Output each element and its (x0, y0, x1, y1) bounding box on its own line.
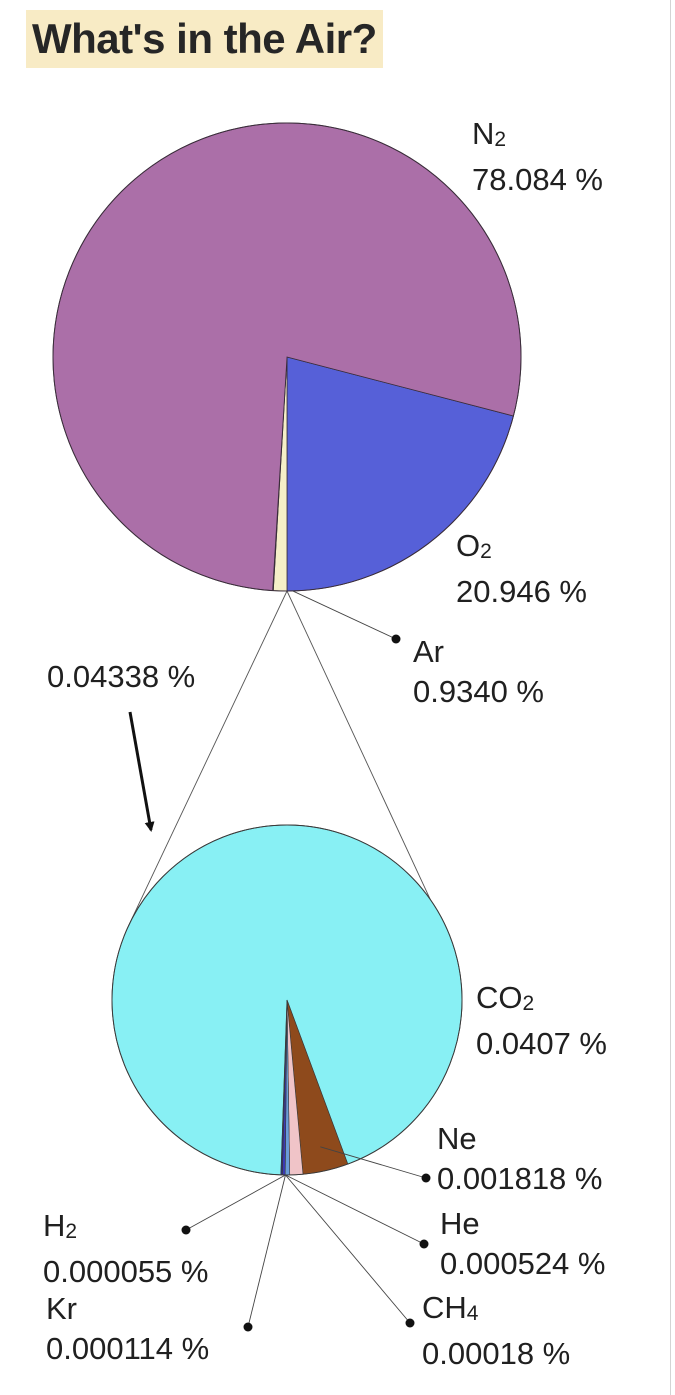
trace-arrow (128, 711, 155, 832)
ne-leader (320, 1146, 427, 1179)
label-n2: N2 78.084 % (472, 114, 603, 200)
ch4-leader (285, 1174, 411, 1324)
label-o2: O2 20.946 % (456, 526, 587, 612)
label-ch4-value: 0.00018 % (422, 1336, 571, 1371)
label-n2-symbol: N (472, 116, 495, 151)
kr-leader (247, 1174, 286, 1328)
label-co2-symbol: CO (476, 980, 523, 1015)
h2-leader (185, 1174, 286, 1231)
label-ar-value: 0.9340 % (413, 674, 544, 709)
label-he-value: 0.000524 % (440, 1246, 606, 1281)
label-co2: CO2 0.0407 % (476, 978, 607, 1064)
ch4-leader-dot (405, 1318, 415, 1328)
he-leader (285, 1174, 425, 1245)
leader-lines (181, 590, 431, 1332)
label-trace-total-value: 0.04338 % (47, 659, 196, 694)
kr-leader-dot (243, 1322, 253, 1332)
label-o2-value: 20.946 % (456, 574, 587, 609)
label-h2-symbol: H (43, 1208, 66, 1243)
label-n2-sub: 2 (494, 128, 507, 151)
label-kr-value: 0.000114 % (46, 1331, 210, 1366)
label-h2: H2 0.000055 % (43, 1206, 208, 1292)
he-leader-dot (419, 1239, 429, 1249)
page-right-border (670, 0, 671, 1395)
label-ne-symbol: Ne (437, 1121, 477, 1156)
main-pie (52, 122, 522, 592)
label-co2-sub: 2 (522, 992, 535, 1015)
label-ch4: CH4 0.00018 % (422, 1288, 570, 1374)
page-title: What's in the Air? (26, 10, 383, 68)
main-pie-outline (52, 122, 522, 592)
ar-leader (292, 590, 397, 640)
ne-leader-dot (421, 1173, 431, 1183)
label-ne-value: 0.001818 % (437, 1161, 603, 1196)
label-ch4-symbol: CH (422, 1290, 467, 1325)
label-ar: Ar 0.9340 % (413, 632, 544, 712)
label-ne: Ne 0.001818 % (437, 1119, 602, 1199)
zoom-connector-lines (127, 590, 431, 927)
trace-pie-outline (111, 824, 463, 1176)
zoom-line-right (286, 590, 431, 900)
label-o2-symbol: O (456, 528, 481, 563)
label-co2-value: 0.0407 % (476, 1026, 607, 1061)
label-h2-value: 0.000055 % (43, 1254, 209, 1289)
label-ar-symbol: Ar (413, 634, 444, 669)
label-he: He 0.000524 % (440, 1204, 605, 1284)
label-n2-value: 78.084 % (472, 162, 603, 197)
zoom-line-left (127, 590, 288, 927)
label-kr: Kr 0.000114 % (46, 1289, 209, 1369)
label-trace-total: 0.04338 % (47, 657, 195, 697)
label-ch4-sub: 4 (466, 1302, 479, 1325)
h2-leader-dot (181, 1225, 191, 1235)
label-he-symbol: He (440, 1206, 480, 1241)
label-h2-sub: 2 (65, 1220, 78, 1243)
label-o2-sub: 2 (480, 540, 492, 563)
label-kr-symbol: Kr (46, 1291, 77, 1326)
trace-gas-pie (111, 824, 463, 1176)
ar-leader-dot (391, 634, 401, 644)
